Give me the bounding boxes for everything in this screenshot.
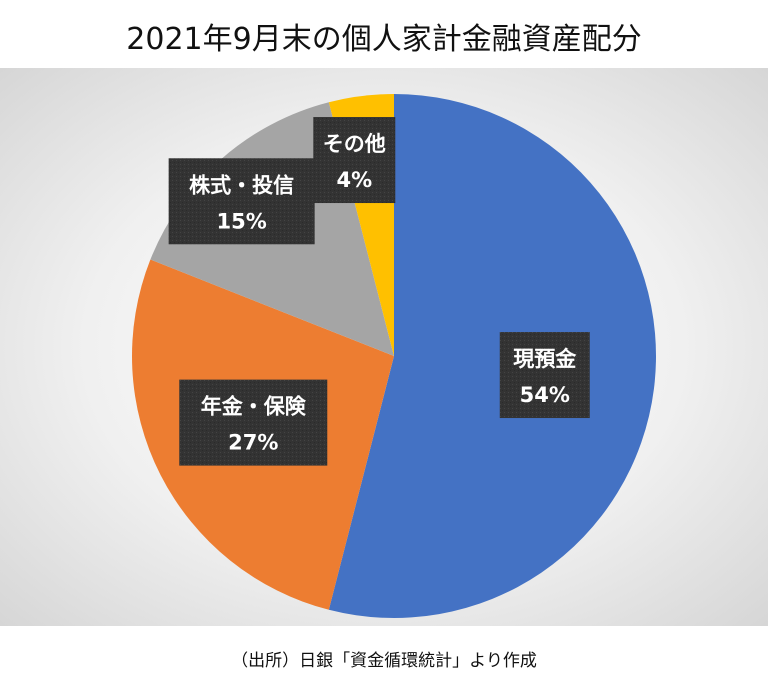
slice-label: 株式・投信 bbox=[189, 173, 294, 197]
plot-area: 現預金 54% 年金・保険 27% 株式・投信 15% その他 4% bbox=[0, 68, 768, 626]
source-note: （出所）日銀「資金循環統計」より作成 bbox=[231, 651, 537, 671]
data-label: その他 4% bbox=[313, 117, 396, 204]
slice-label: 現預金 bbox=[513, 347, 577, 371]
slice-value-label: 4% bbox=[336, 168, 372, 192]
slice-value-label: 27% bbox=[228, 431, 278, 455]
pie-labels: 現預金 54% 年金・保険 27% 株式・投信 15% その他 4% bbox=[168, 117, 590, 466]
data-label-box bbox=[168, 158, 315, 245]
chart-title: 2021年9月末の個人家計金融資産配分 bbox=[126, 22, 642, 57]
data-label-box bbox=[179, 379, 328, 466]
data-label-box bbox=[499, 332, 590, 419]
slice-value-label: 54% bbox=[520, 383, 570, 407]
data-label-box bbox=[313, 117, 396, 204]
slice-label: その他 bbox=[323, 132, 386, 156]
slice-value-label: 15% bbox=[217, 209, 267, 233]
data-label: 株式・投信 15% bbox=[168, 158, 315, 245]
data-label: 現預金 54% bbox=[499, 332, 590, 419]
slice-label: 年金・保険 bbox=[201, 395, 307, 419]
pie-slice bbox=[328, 94, 656, 618]
data-label: 年金・保険 27% bbox=[179, 379, 328, 466]
pie-chart: 現預金 54% 年金・保険 27% 株式・投信 15% その他 4% bbox=[131, 94, 656, 618]
